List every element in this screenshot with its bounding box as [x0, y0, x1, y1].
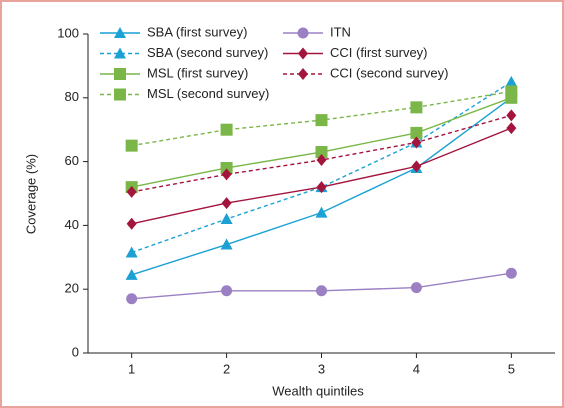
data-point: [410, 282, 422, 294]
legend-marker: [114, 68, 126, 80]
x-tick-label: 5: [508, 361, 515, 376]
legend-marker: [297, 27, 309, 39]
data-point: [221, 285, 233, 297]
data-point: [411, 136, 422, 149]
data-point: [316, 181, 327, 194]
y-tick-label: 40: [65, 217, 79, 232]
data-point: [126, 185, 137, 198]
data-point: [220, 123, 233, 136]
y-tick-label: 20: [65, 281, 79, 296]
y-axis-label: Coverage (%): [23, 154, 38, 234]
data-point: [506, 122, 517, 135]
data-point: [316, 154, 327, 167]
data-point: [220, 213, 233, 225]
legend-marker: [114, 27, 126, 38]
data-point: [505, 267, 517, 279]
data-point: [316, 285, 327, 297]
y-tick-label: 0: [72, 344, 79, 359]
x-tick-label: 3: [318, 361, 325, 376]
data-point: [410, 126, 423, 139]
legend-marker: [114, 47, 126, 59]
data-point: [315, 146, 328, 159]
legend-label: MSL (first survey): [147, 65, 248, 80]
data-point: [315, 114, 328, 127]
data-point: [315, 206, 328, 218]
data-point: [220, 161, 233, 174]
data-point: [220, 238, 233, 250]
data-point: [506, 109, 517, 122]
series-line: [131, 81, 512, 254]
x-tick-label: 2: [223, 361, 230, 376]
x-tick-label: 1: [128, 361, 135, 376]
data-point: [221, 197, 232, 210]
data-point: [126, 293, 138, 305]
x-tick-label: 4: [413, 361, 420, 376]
data-point: [125, 139, 138, 152]
data-point: [221, 168, 232, 181]
legend-label: CCI (first survey): [330, 45, 428, 60]
y-tick-label: 80: [65, 89, 79, 104]
data-point: [125, 246, 138, 258]
legend-marker: [298, 47, 308, 60]
legend-label: ITN: [330, 24, 351, 39]
data-point: [125, 268, 138, 280]
series-line: [131, 97, 512, 188]
legend-label: CCI (second survey): [330, 65, 448, 80]
x-axis-label: Wealth quintiles: [272, 383, 364, 398]
data-point: [410, 101, 423, 114]
data-point: [411, 160, 422, 173]
data-point: [126, 217, 137, 230]
data-point: [505, 85, 518, 98]
legend-label: MSL (second survey): [147, 86, 269, 101]
y-tick-label: 100: [57, 25, 79, 40]
y-tick-label: 60: [65, 153, 79, 168]
data-point: [505, 75, 518, 87]
legend-marker: [298, 68, 308, 80]
legend-label: SBA (second survey): [147, 45, 268, 60]
legend-label: SBA (first survey): [147, 24, 247, 39]
legend-marker: [114, 88, 126, 101]
